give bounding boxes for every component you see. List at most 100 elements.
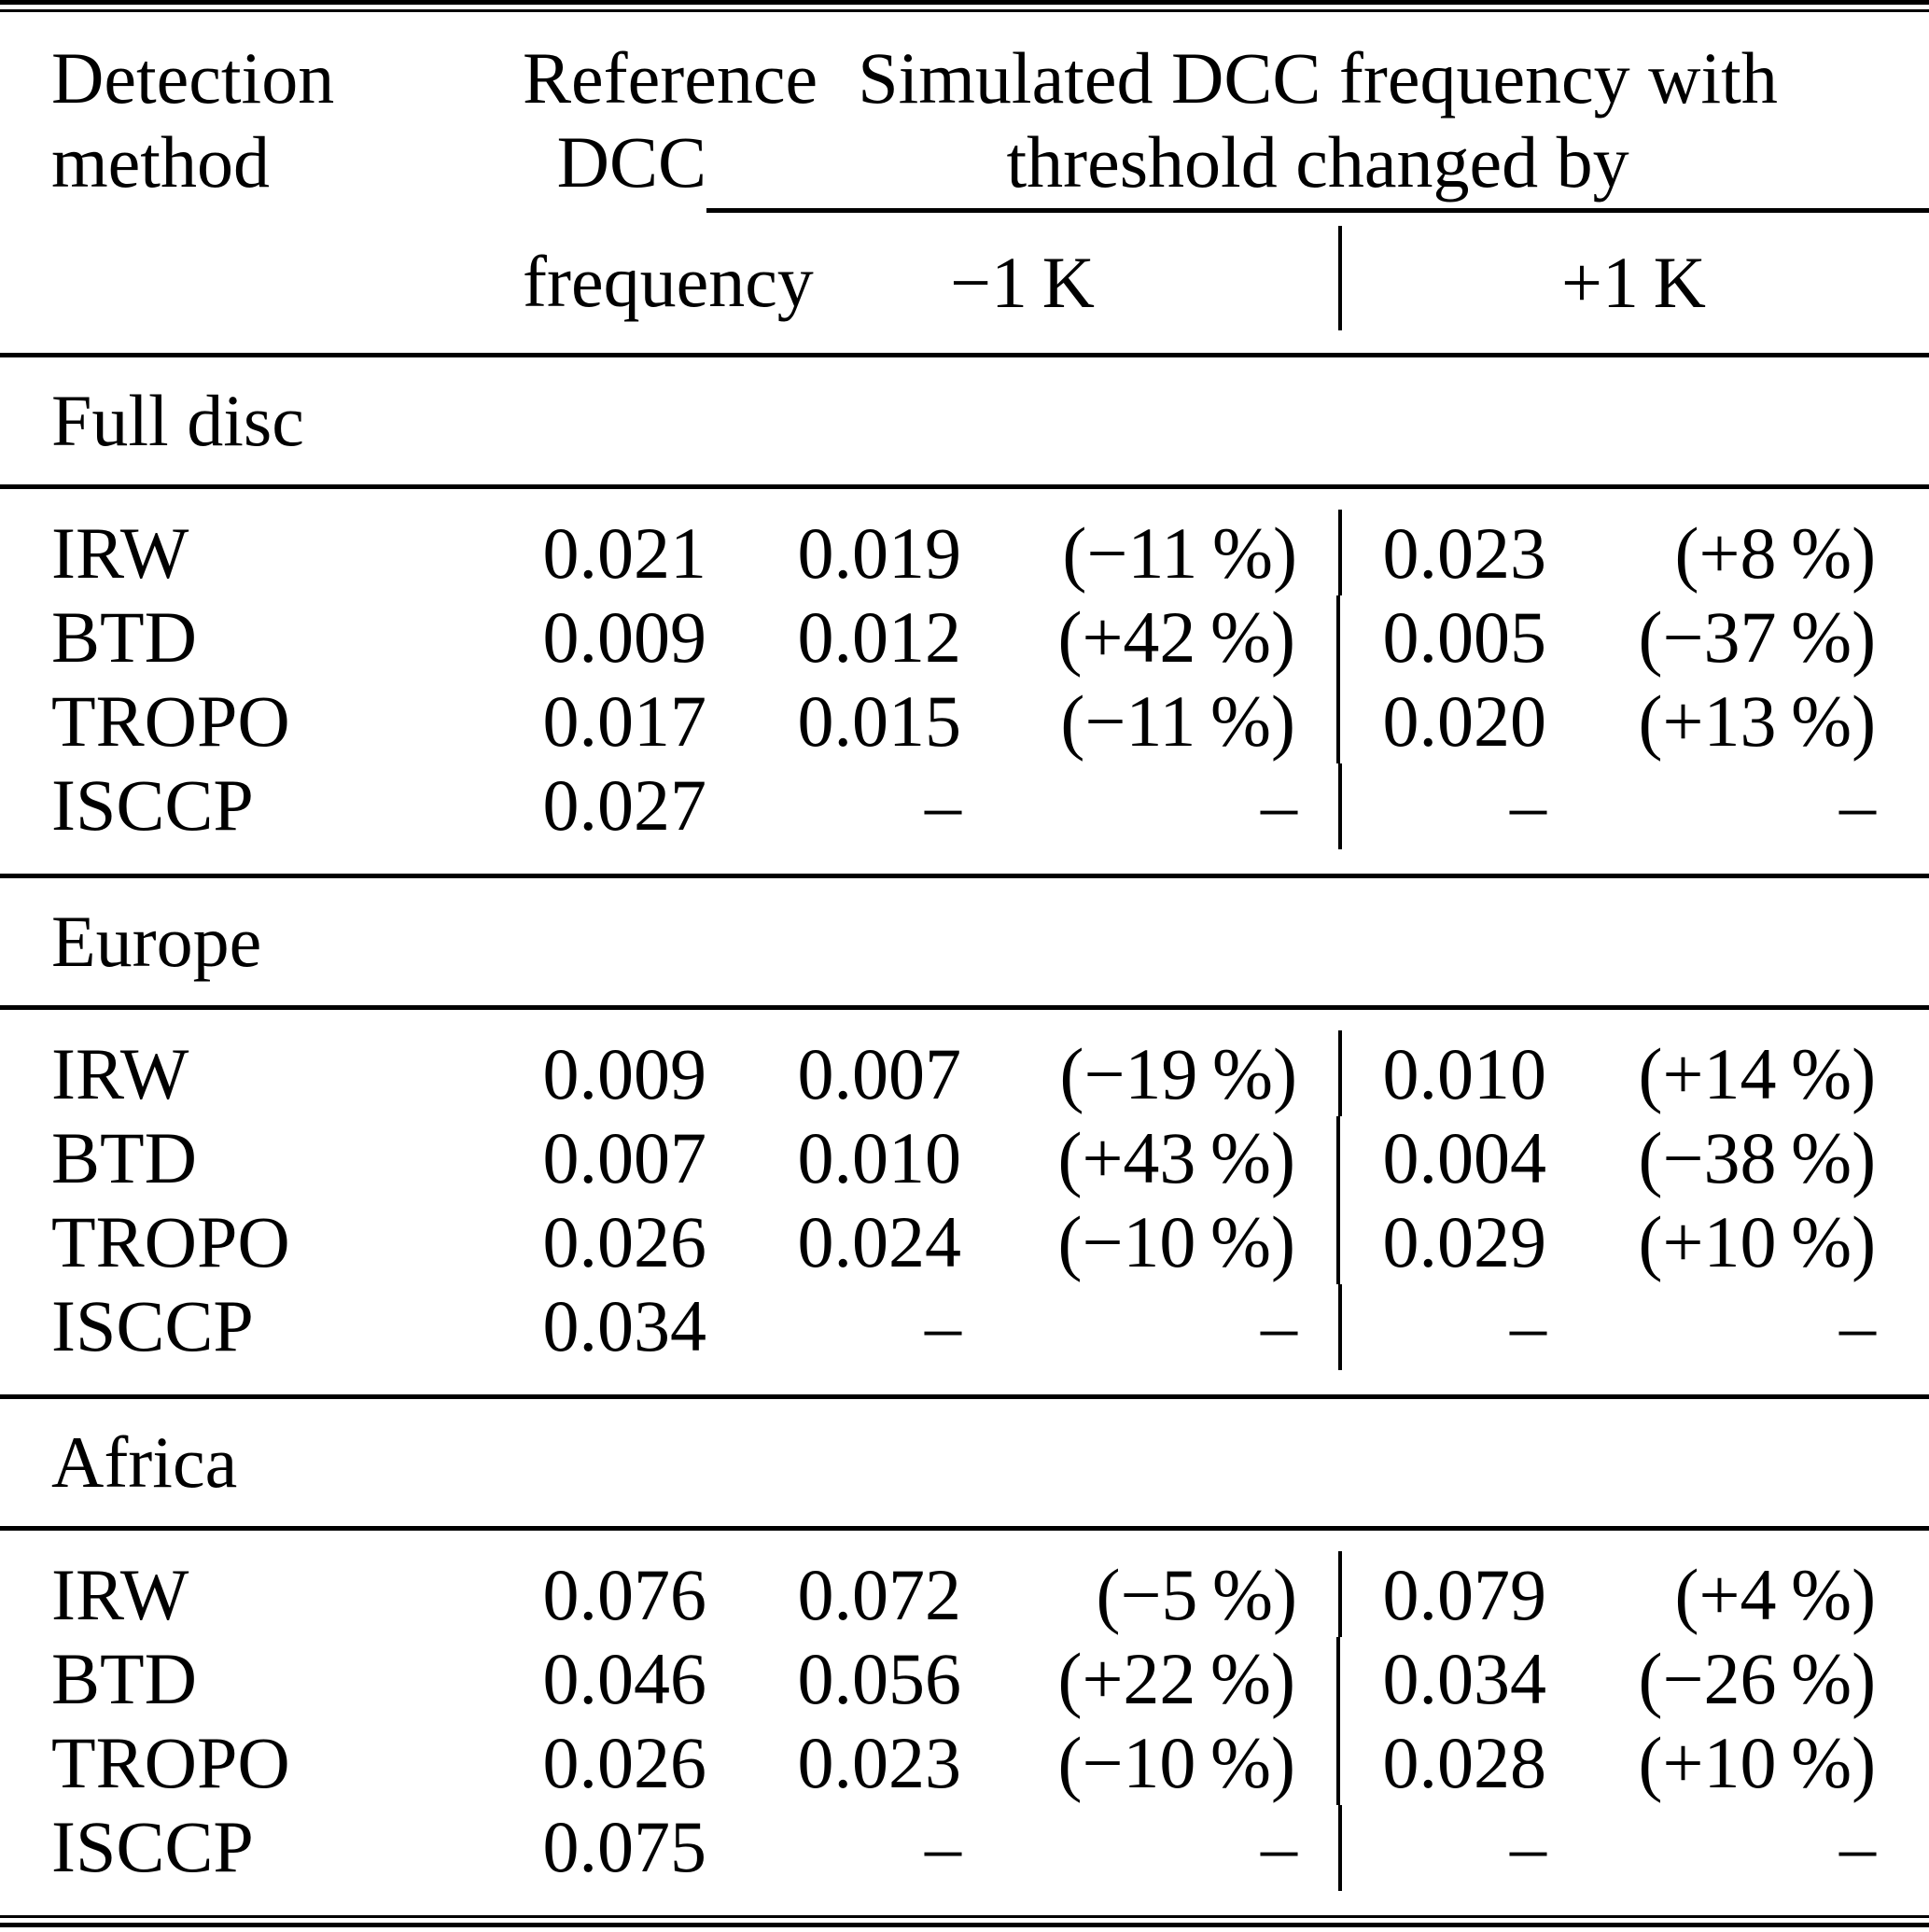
minus1k-value-cell: –: [706, 763, 961, 878]
section-title: Africa: [0, 1396, 1929, 1531]
method-cell: TROPO: [51, 1722, 290, 1803]
ref-frequency-cell: 0.034: [523, 1284, 706, 1399]
header-row-2: frequency −1 K +1 K: [0, 210, 1929, 357]
method-cell: ISCCP: [0, 1284, 523, 1399]
header-simulated-dcc: Simulated DCC frequency with threshold c…: [706, 12, 1929, 213]
minus1k-pct-cell: (−10 %): [1057, 1722, 1295, 1803]
plus1k-pct-cell: (+14 %): [1638, 1033, 1877, 1114]
method-cell: IRW: [51, 512, 189, 594]
method-cell: IRW: [51, 1554, 189, 1635]
section-title-europe: Europe: [0, 875, 1929, 1010]
plus1k-value-cell: 0.010: [1338, 1007, 1546, 1116]
minus1k-value-cell: 0.007: [797, 1033, 962, 1114]
minus1k-pct-cell: (+43 %): [1057, 1117, 1295, 1198]
table-row: BTD 0.009 0.012 (+42 %) 0.005 (−37 %): [0, 595, 1929, 679]
header-plus-1k: +1 K: [1338, 210, 1929, 357]
plus1k-pct-cell: (+10 %): [1638, 1722, 1877, 1803]
plus1k-value-cell: 0.020: [1336, 679, 1546, 763]
minus1k-value-cell: 0.010: [797, 1117, 962, 1198]
ref-frequency-cell: 0.046: [542, 1638, 707, 1719]
table-row: IRW 0.076 0.072 (−5 %) 0.079 (+4 %): [0, 1528, 1929, 1637]
plus1k-pct-cell: (+10 %): [1638, 1201, 1877, 1282]
minus1k-value-cell: 0.056: [797, 1638, 962, 1719]
method-cell: BTD: [51, 1117, 197, 1198]
minus1k-value-cell: –: [706, 1284, 961, 1399]
plus1k-pct-cell: (−26 %): [1638, 1638, 1877, 1719]
table-row: TROPO 0.017 0.015 (−11 %) 0.020 (+13 %): [0, 679, 1929, 763]
minus1k-pct-cell: (+42 %): [1057, 596, 1295, 678]
header-reference-line2: DCC: [556, 121, 706, 203]
minus1k-value-cell: 0.012: [797, 596, 962, 678]
header-frequency: frequency: [523, 210, 814, 357]
method-cell: TROPO: [51, 1201, 290, 1282]
header-simulated-line1: Simulated DCC frequency with: [858, 37, 1778, 119]
table-row: ISCCP 0.034 – – – –: [0, 1284, 1929, 1399]
bottom-rule-thick: [0, 1923, 1929, 1927]
minus1k-value-cell: 0.024: [797, 1201, 962, 1282]
minus1k-value-cell: 0.072: [797, 1554, 962, 1635]
plus1k-pct-cell: (−38 %): [1638, 1117, 1877, 1198]
plus1k-value-cell: 0.023: [1338, 486, 1546, 595]
method-cell: ISCCP: [0, 763, 523, 878]
table-row: TROPO 0.026 0.023 (−10 %) 0.028 (+10 %): [0, 1721, 1929, 1805]
plus1k-value-cell: 0.005: [1336, 595, 1546, 679]
plus1k-value-cell: –: [1338, 763, 1546, 878]
ref-frequency-cell: 0.017: [542, 680, 707, 762]
plus1k-value-cell: 0.079: [1338, 1528, 1546, 1637]
plus1k-value-cell: 0.029: [1336, 1200, 1546, 1284]
section-title-africa: Africa: [0, 1396, 1929, 1531]
minus1k-value-cell: –: [925, 1806, 961, 1887]
ref-frequency-cell: 0.021: [542, 512, 707, 594]
table-row: TROPO 0.026 0.024 (−10 %) 0.029 (+10 %): [0, 1200, 1929, 1284]
ref-frequency-cell: 0.009: [542, 596, 707, 678]
dcc-frequency-table: Detection method Reference DCC Simulated…: [0, 12, 1929, 1915]
minus1k-value-cell: 0.015: [797, 680, 962, 762]
table-row: ISCCP 0.075 – – – –: [0, 1805, 1929, 1915]
minus1k-pct-cell: (−10 %): [1057, 1201, 1295, 1282]
plus1k-pct-cell: –: [1839, 1806, 1877, 1887]
table-row: BTD 0.046 0.056 (+22 %) 0.034 (−26 %): [0, 1637, 1929, 1721]
table-row: IRW 0.021 0.019 (−11 %) 0.023 (+8 %): [0, 486, 1929, 595]
bottom-rule-gap: [0, 1918, 1929, 1923]
minus1k-pct-cell: (−5 %): [1096, 1554, 1297, 1635]
header-reference-dcc: Reference DCC: [523, 12, 818, 211]
method-cell: BTD: [51, 1638, 197, 1719]
ref-frequency-cell: 0.076: [542, 1554, 707, 1635]
method-cell: ISCCP: [51, 1806, 254, 1887]
table-row: ISCCP 0.027 – – – –: [0, 763, 1929, 878]
ref-frequency-cell: 0.007: [542, 1117, 707, 1198]
table-row: BTD 0.007 0.010 (+43 %) 0.004 (−38 %): [0, 1116, 1929, 1200]
plus1k-pct-cell: (+8 %): [1674, 512, 1877, 594]
ref-frequency-cell: 0.075: [542, 1806, 707, 1887]
ref-frequency-cell: 0.026: [542, 1201, 707, 1282]
minus1k-pct-cell: (+22 %): [1057, 1638, 1295, 1719]
plus1k-value-cell: –: [1338, 1805, 1546, 1915]
minus1k-pct-cell: –: [961, 1284, 1338, 1399]
minus1k-pct-cell: (−11 %): [1060, 680, 1295, 762]
header-simulated-line2: threshold changed by: [1006, 121, 1629, 203]
plus1k-value-cell: 0.028: [1336, 1721, 1546, 1805]
plus1k-value-cell: 0.004: [1336, 1116, 1546, 1200]
method-cell: BTD: [51, 596, 197, 678]
top-rule-thin: [0, 9, 1929, 12]
plus1k-pct-cell: –: [1546, 763, 1929, 878]
section-title: Europe: [0, 875, 1929, 1010]
ref-frequency-cell: 0.009: [542, 1033, 707, 1114]
plus1k-value-cell: –: [1338, 1284, 1546, 1399]
header-row-1: Detection method Reference DCC Simulated…: [0, 12, 1929, 213]
plus1k-pct-cell: (+13 %): [1638, 680, 1877, 762]
header-minus-1k: −1 K: [706, 210, 1338, 357]
section-title-full-disc: Full disc: [0, 355, 1929, 489]
header-vertical-separator: [1338, 226, 1342, 330]
minus1k-pct-cell: –: [961, 763, 1338, 878]
header-detection-line2: method: [51, 121, 270, 203]
top-rule-thick: [0, 0, 1929, 5]
table-row: IRW 0.009 0.007 (−19 %) 0.010 (+14 %): [0, 1007, 1929, 1116]
plus1k-pct-cell: (+4 %): [1674, 1554, 1877, 1635]
header-reference-line1: Reference: [523, 37, 818, 119]
method-cell: IRW: [51, 1033, 189, 1114]
header-detection-method: Detection method: [0, 12, 523, 211]
bottom-rule-thin: [0, 1915, 1929, 1918]
minus1k-value-cell: 0.019: [797, 512, 962, 594]
method-cell: TROPO: [51, 680, 290, 762]
